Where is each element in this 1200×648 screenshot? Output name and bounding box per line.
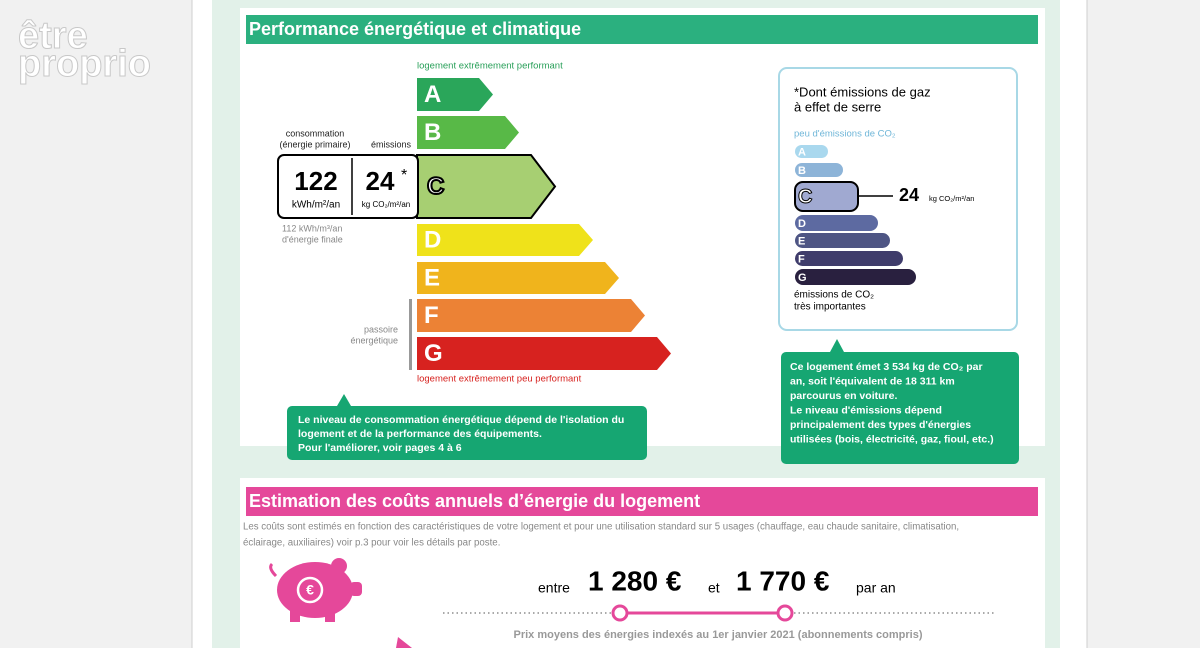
- emissions-star: *: [401, 167, 407, 184]
- logo[interactable]: proprio: [18, 43, 152, 86]
- ghg-class-letter: G: [798, 272, 807, 284]
- ghg-class-letter: B: [798, 165, 806, 177]
- ghg-callout: [781, 352, 1019, 464]
- energy-class-letter: A: [424, 81, 441, 108]
- energy-class-letter: G: [424, 340, 443, 367]
- svg-text:€: €: [306, 582, 314, 598]
- final-energy: 112 kWh/m³/an: [282, 223, 342, 233]
- consumption-label: (énergie primaire): [279, 139, 350, 149]
- ghg-class-bar: [795, 233, 890, 248]
- ghg-value: 24: [899, 185, 919, 205]
- callout-text: parcourus en voiture.: [790, 390, 897, 402]
- energy-class-letter: E: [424, 264, 440, 291]
- range-marker: [776, 604, 794, 622]
- cost-high: 1 770 €: [736, 565, 830, 596]
- ghg-class-bar: [795, 145, 828, 158]
- ghg-class-bar: [795, 215, 878, 231]
- energy-class-bar: [417, 299, 645, 332]
- callout-text: Le niveau d'émissions dépend: [790, 404, 942, 416]
- energy-class-letter: C: [427, 173, 444, 200]
- callout-text: Le niveau de consommation énergétique dé…: [298, 414, 624, 426]
- energy-class-letter: F: [424, 302, 439, 329]
- arrow-decoration: [396, 637, 412, 648]
- callout-text: an, soit l'équivalent de 18 311 km: [790, 375, 955, 387]
- costs-description: Les coûts sont estimés en fonction des c…: [243, 522, 959, 533]
- callout-text: Pour l'améliorer, voir pages 4 à 6: [298, 442, 462, 454]
- energy-class-bar: [417, 262, 619, 294]
- callout-text: Ce logement émet 3 534 kg de CO₂ par: [790, 361, 983, 373]
- energy-class-bar: [417, 337, 671, 370]
- passoire-bar: [409, 299, 412, 370]
- consumption-unit: kWh/m²/an: [292, 200, 340, 211]
- ghg-unit: kg CO₂/m²/an: [929, 194, 974, 203]
- ghg-top-label: peu d'émissions de CO₂: [794, 129, 896, 140]
- and: et: [708, 580, 720, 596]
- ghg-class-bar: [794, 181, 859, 212]
- energy-class-letter: B: [424, 119, 441, 146]
- ghg-class-bar: [795, 251, 903, 266]
- ghg-bottom-label: émissions de CO₂: [794, 290, 874, 301]
- ghg-class-letter: E: [798, 235, 805, 247]
- between: entre: [538, 580, 570, 596]
- callout-pointer: [337, 394, 351, 406]
- ghg-callout-text: Ce logement émet 3 534 kg de CO₂ par an, …: [790, 361, 994, 446]
- final-energy: d'énergie finale: [282, 234, 343, 244]
- logo[interactable]: être: [18, 15, 89, 58]
- ghg-class-letter: A: [798, 146, 806, 158]
- emissions-value: 24: [366, 166, 395, 196]
- cost-low: 1 280 €: [588, 565, 682, 596]
- energy-class-bar: [417, 78, 493, 111]
- ghg-class-letter: C: [798, 186, 812, 208]
- emissions-label: émissions: [371, 139, 412, 149]
- ghg-class-bar: [795, 269, 916, 285]
- bottom-label: logement extrêmement peu performant: [417, 374, 582, 385]
- ghg-class-bar: [795, 163, 843, 177]
- ghg-bottom-label: très importantes: [794, 302, 866, 313]
- section-title: Estimation des coûts annuels d’énergie d…: [249, 491, 700, 511]
- passoire-label: énergétique: [350, 335, 398, 345]
- ghg-class-letter: F: [798, 253, 805, 265]
- section-header: [246, 15, 1038, 44]
- callout-text: utilisées (bois, électricité, gaz, fioul…: [790, 433, 994, 445]
- ghg-class-letter: D: [798, 218, 806, 230]
- section-title: Performance énergétique et climatique: [249, 19, 581, 39]
- consumption-value: 122: [294, 166, 337, 196]
- section-header: [246, 487, 1038, 516]
- per-year: par an: [856, 580, 896, 596]
- cost-note: Prix moyens des énergies indexés au 1er …: [513, 629, 922, 641]
- energy-class-bar: [417, 116, 519, 149]
- range-marker: [611, 604, 629, 622]
- value-box: [277, 154, 419, 219]
- ghg-title: à effet de serre: [794, 99, 881, 114]
- piggy-icon: €: [269, 558, 362, 622]
- callout: [287, 406, 647, 460]
- energy-class-letter: D: [424, 226, 441, 253]
- ghg-title: *Dont émissions de gaz: [794, 84, 931, 99]
- costs-description: éclairage, auxiliaires) voir p.3 pour vo…: [243, 538, 500, 549]
- passoire-label: passoire: [364, 324, 398, 334]
- callout-pointer: [830, 339, 844, 352]
- emissions-unit: kg CO₂/m²/an: [362, 200, 410, 209]
- top-label: logement extrêmement performant: [417, 61, 563, 72]
- callout-text: logement et de la performance des équipe…: [298, 428, 542, 440]
- energy-class-bar: [417, 224, 593, 256]
- callout-text: principalement des types d'énergies: [790, 419, 971, 431]
- consumption-label: consommation: [286, 128, 345, 138]
